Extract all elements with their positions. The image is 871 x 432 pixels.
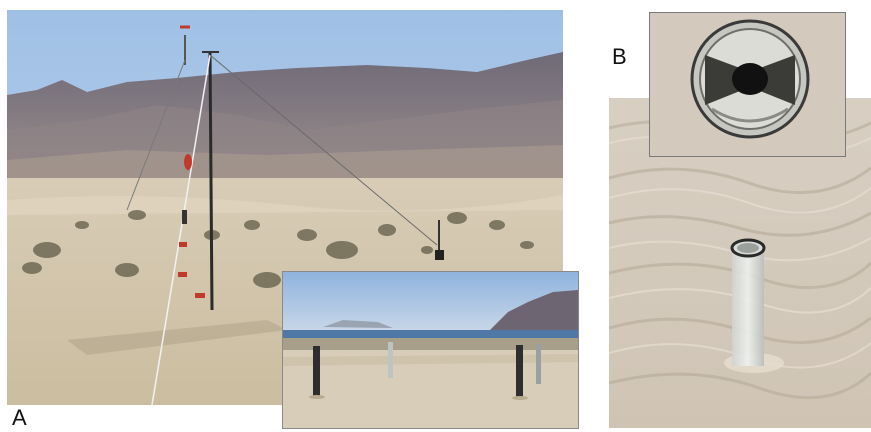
- panel-label-a: A: [12, 405, 27, 430]
- panel-label-b: B: [612, 44, 627, 69]
- photo-inset-a: [282, 271, 579, 429]
- photo-inset-b: [649, 12, 846, 157]
- tube-opening-inset-illustration: [650, 13, 845, 156]
- sand-traps-inset-illustration: [283, 272, 578, 428]
